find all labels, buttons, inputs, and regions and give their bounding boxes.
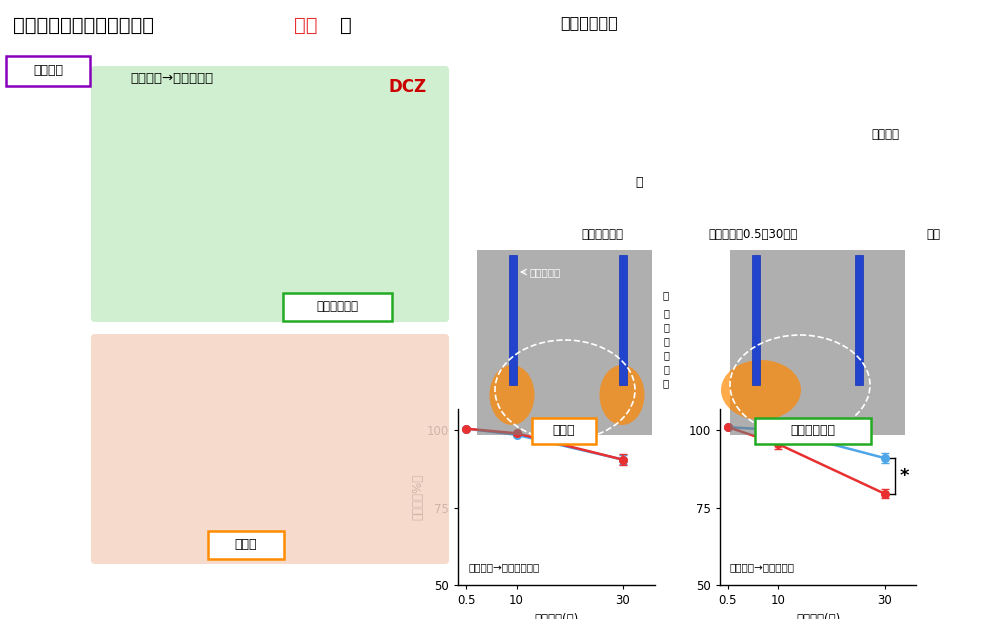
Ellipse shape	[599, 365, 644, 425]
FancyBboxPatch shape	[755, 418, 871, 444]
Bar	[730, 250, 905, 435]
Text: 尾状核: 尾状核	[553, 425, 575, 438]
Bar	[477, 250, 652, 435]
Bar	[509, 255, 517, 385]
Ellipse shape	[721, 360, 801, 420]
Text: カーテン: カーテン	[871, 129, 899, 142]
FancyBboxPatch shape	[91, 66, 449, 322]
Text: 容: 容	[663, 322, 669, 332]
X-axis label: 待ち時間(秒): 待ち時間(秒)	[797, 613, 840, 619]
Text: 前頭前野→視床の遮断: 前頭前野→視床の遮断	[730, 563, 795, 573]
Ellipse shape	[489, 365, 535, 425]
Text: 密: 密	[663, 350, 669, 360]
Text: 低: 低	[663, 378, 669, 388]
Text: 尾状核: 尾状核	[235, 539, 257, 552]
Text: 高: 高	[663, 290, 669, 300]
Text: 待ち時間（0.5〜30秒）: 待ち時間（0.5〜30秒）	[708, 228, 798, 241]
Text: 体: 体	[663, 336, 669, 346]
Text: 度: 度	[663, 364, 669, 374]
Text: 前頭前野→視床の遮断: 前頭前野→視床の遮断	[130, 72, 213, 85]
Text: 作業記憶課題: 作業記憶課題	[560, 15, 618, 30]
Text: 前頭前野: 前頭前野	[33, 64, 63, 77]
Y-axis label: 正解率（%）: 正解率（%）	[411, 474, 424, 520]
Text: 視床背内側核: 視床背内側核	[316, 300, 358, 313]
Text: 選択: 選択	[926, 228, 940, 241]
Text: 薬剤投与針: 薬剤投与針	[530, 267, 561, 277]
Text: 視床背内側核: 視床背内側核	[790, 425, 836, 438]
FancyBboxPatch shape	[91, 334, 449, 564]
FancyBboxPatch shape	[532, 418, 596, 444]
FancyBboxPatch shape	[283, 293, 392, 321]
Text: 受: 受	[663, 308, 669, 318]
Text: 経路を選んで情報伝達を「: 経路を選んで情報伝達を「	[13, 15, 154, 35]
Text: 餌位置の提示: 餌位置の提示	[581, 228, 623, 241]
Bar	[752, 255, 760, 385]
Text: 前頭前野→尾状核の遮断: 前頭前野→尾状核の遮断	[468, 563, 540, 573]
Text: 」: 」	[340, 15, 352, 35]
FancyBboxPatch shape	[6, 56, 90, 86]
Text: 餌: 餌	[635, 176, 642, 189]
X-axis label: 待ち時間(秒): 待ち時間(秒)	[535, 613, 578, 619]
Text: DCZ: DCZ	[388, 78, 426, 96]
Bar	[855, 255, 863, 385]
Bar	[619, 255, 627, 385]
FancyBboxPatch shape	[208, 531, 284, 559]
Text: *: *	[899, 467, 909, 485]
Text: 遮断: 遮断	[294, 15, 317, 35]
